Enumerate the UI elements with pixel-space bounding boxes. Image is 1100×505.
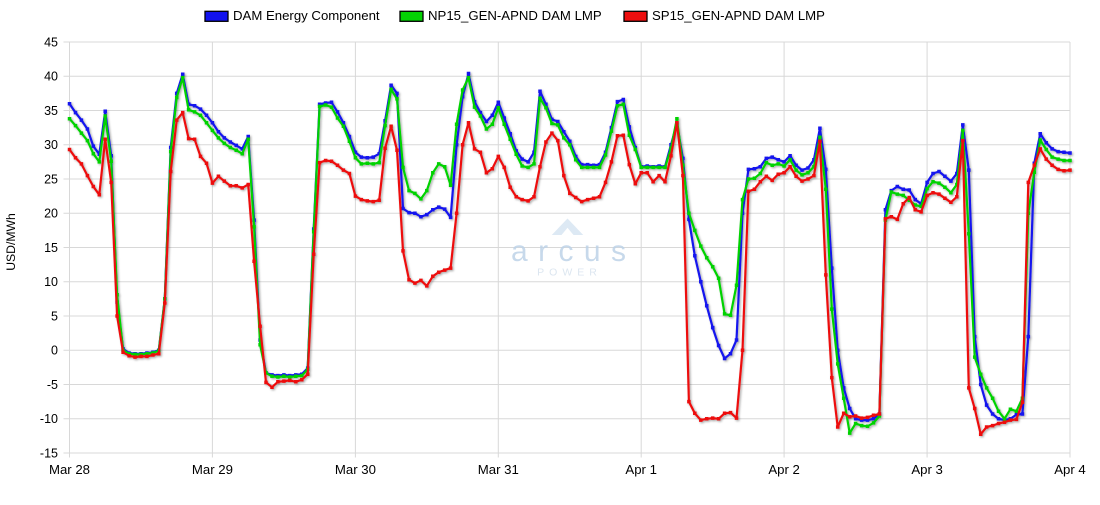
svg-text:arcus: arcus [511,235,636,268]
svg-text:SP15_GEN-APND DAM LMP: SP15_GEN-APND DAM LMP [652,8,825,23]
svg-text:15: 15 [44,241,58,255]
svg-text:POWER: POWER [537,267,602,279]
svg-text:0: 0 [51,344,58,358]
svg-text:10: 10 [44,275,58,289]
svg-text:Mar 30: Mar 30 [335,462,376,477]
svg-text:30: 30 [44,138,58,152]
svg-text:-15: -15 [40,446,58,460]
svg-text:45: 45 [44,35,58,49]
svg-text:Mar 29: Mar 29 [192,462,233,477]
svg-text:25: 25 [44,172,58,186]
svg-text:-5: -5 [47,378,58,392]
svg-text:Apr 4: Apr 4 [1054,462,1086,477]
svg-text:20: 20 [44,207,58,221]
svg-text:35: 35 [44,104,58,118]
svg-text:Apr 2: Apr 2 [768,462,800,477]
svg-text:Mar 28: Mar 28 [49,462,90,477]
svg-text:40: 40 [44,70,58,84]
svg-text:Apr 3: Apr 3 [911,462,943,477]
svg-text:5: 5 [51,309,58,323]
svg-text:-10: -10 [40,412,58,426]
svg-text:DAM Energy Component: DAM Energy Component [233,8,380,23]
svg-text:Mar 31: Mar 31 [478,462,519,477]
svg-text:USD/MWh: USD/MWh [4,213,18,271]
svg-text:NP15_GEN-APND DAM LMP: NP15_GEN-APND DAM LMP [428,8,602,23]
svg-text:Apr 1: Apr 1 [625,462,657,477]
